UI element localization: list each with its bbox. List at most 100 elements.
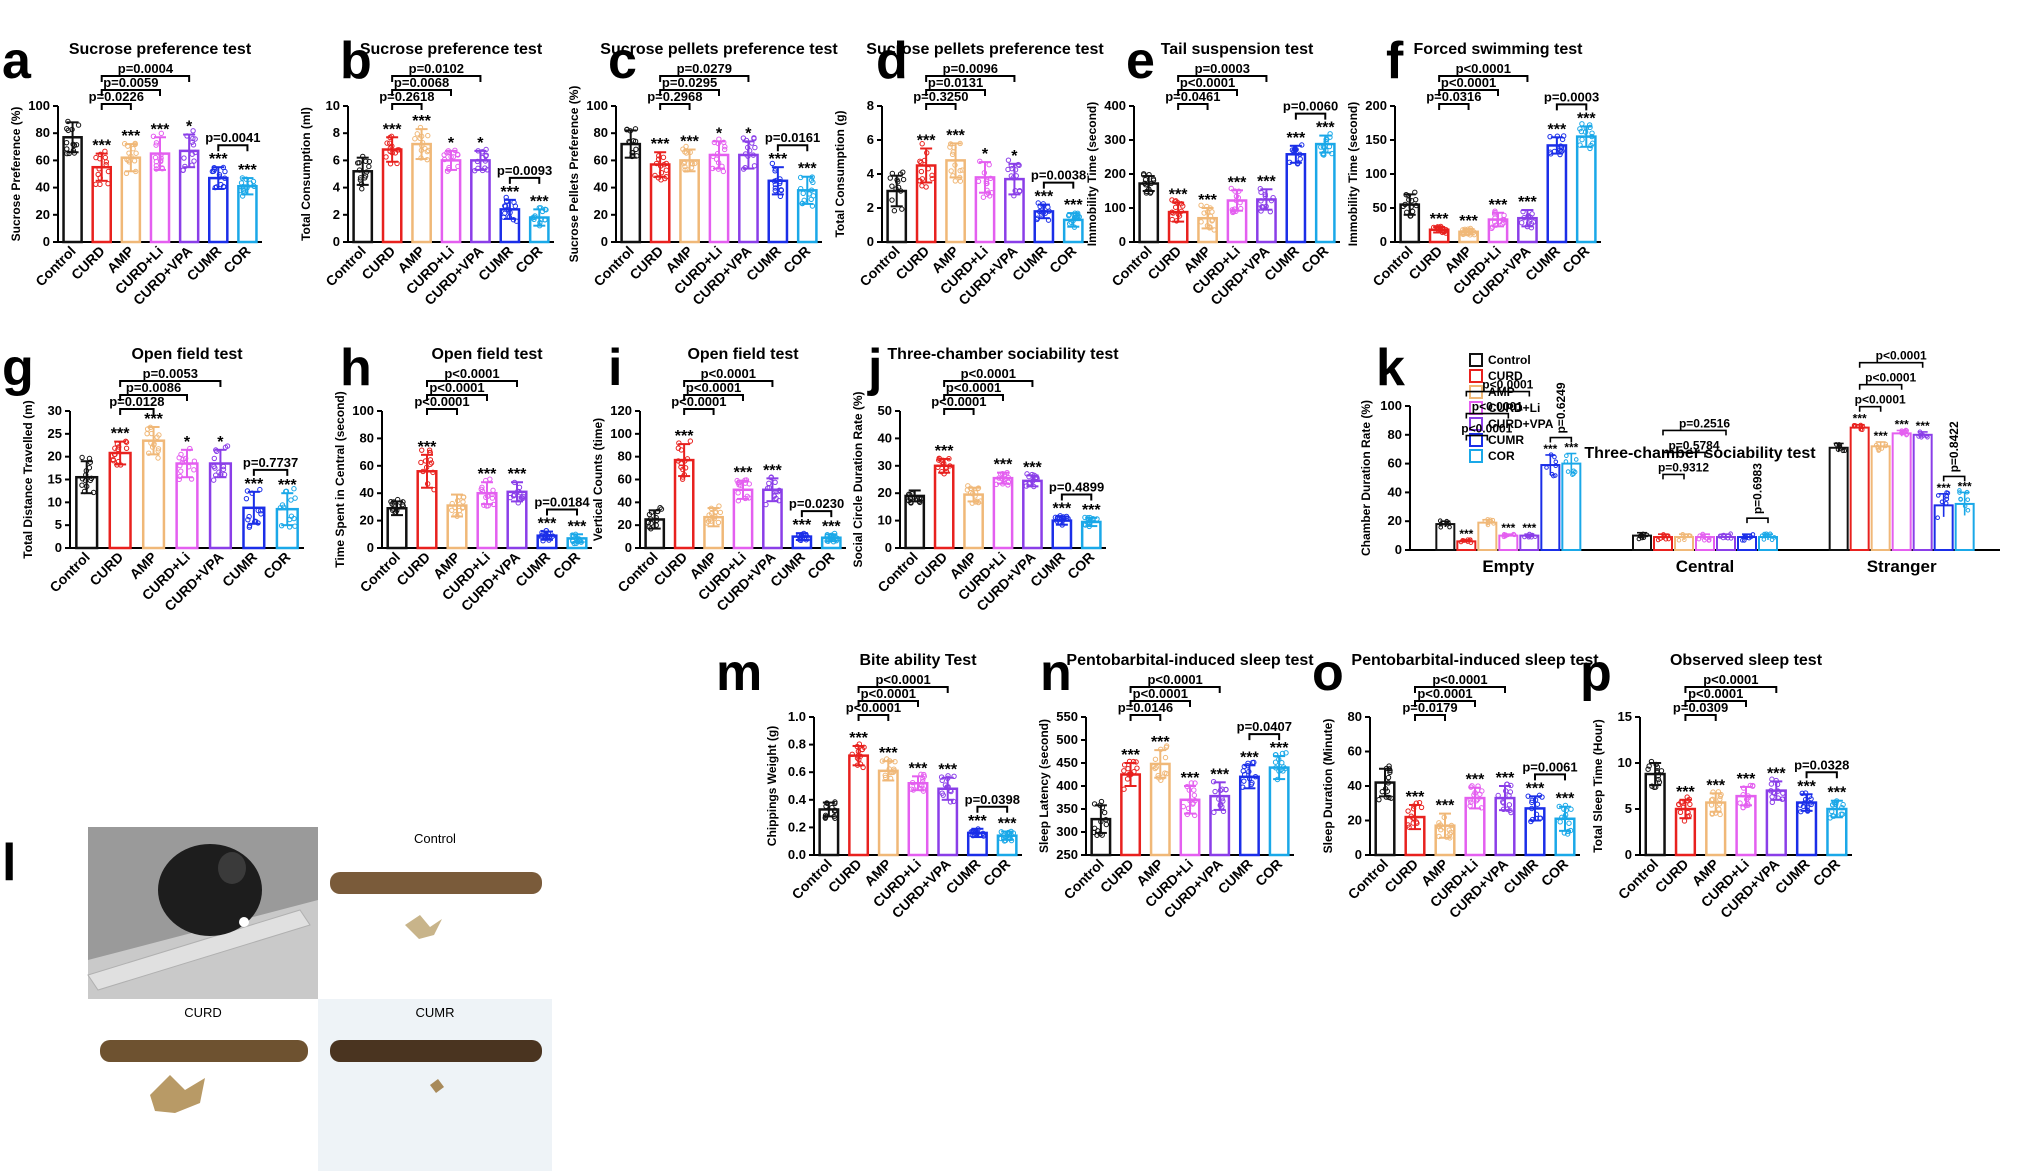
data-point [550,533,556,539]
chart-title: Sucrose preference test [360,41,543,58]
p-value-label: p<0.0001 [1417,686,1472,701]
significance-bracket [391,103,423,110]
data-point [1883,441,1889,447]
data-point [1001,838,1008,844]
bar-CURD+Li [1891,432,1912,551]
data-point [1387,769,1393,776]
x-tick-label: COR [1046,243,1079,276]
data-point [778,187,785,194]
data-point [153,142,159,148]
data-point [1240,784,1246,790]
bar-COR [1314,142,1336,244]
data-point [1958,497,1964,502]
p-value-label: p=0.9312 [1658,460,1709,474]
data-point [502,203,508,209]
significance-stars: *** [651,136,670,153]
data-point [156,432,162,438]
data-point [395,503,401,509]
data-point [676,440,682,446]
y-tick-label: 20 [1348,813,1362,828]
data-point [95,171,101,178]
significance-stars: *** [935,443,954,460]
data-point [155,448,161,454]
data-point [1172,198,1178,205]
p-value-label: p=0.0131 [928,75,983,90]
data-point [1169,209,1175,215]
legend-label: COR [1488,449,1515,463]
data-point [1697,533,1703,539]
significance-stars: *** [675,428,694,445]
data-point [1829,802,1836,808]
y-axis-label: Chamber Duration Rate (%) [1359,400,1373,556]
data-point [1832,801,1839,808]
significance-stars: *** [946,127,965,144]
significance-stars: * [1011,148,1018,165]
p-value-label: p=0.0407 [1237,719,1292,734]
y-tick-label: 350 [1056,801,1078,816]
significance-bracket [426,380,518,387]
p-value-label: p=0.0161 [765,130,820,145]
y-tick-label: 4 [333,180,341,195]
y-tick-label: 15 [1618,709,1632,724]
significance-stars: *** [1853,412,1867,426]
significance-bracket [1805,771,1838,779]
legend-swatch-COR [1469,449,1483,463]
x-tick-label: CURD [892,243,932,283]
data-point [65,127,71,134]
p-value-label: p<0.0001 [1482,378,1533,392]
data-point [769,160,776,167]
data-point [687,438,694,444]
data-point [419,447,425,453]
chart-title: Bite ability Test [859,652,977,669]
significance-bracket [426,394,488,401]
y-tick-label: 0 [43,234,50,249]
x-tick-label: CUMR [1500,856,1541,897]
data-point [1529,805,1535,812]
significance-bracket [100,103,132,110]
significance-stars: *** [144,411,163,428]
data-point [64,146,70,152]
data-point [1405,822,1411,828]
data-point [935,464,941,470]
data-point [706,512,712,518]
chart-panel-m: m Bite ability Test 0.0 0.2 0.4 0.6 0.8 1.0 Chip… [716,644,1022,921]
bar-CURD+Li [440,159,462,244]
data-point [634,153,640,159]
data-point [238,187,244,194]
data-point [460,504,466,510]
data-point [1577,142,1583,148]
chart-panel-j: j Three-chamber sociability test 0 10 20 30 40… [851,339,1119,614]
significance-stars: * [745,125,752,142]
y-tick-label: 4 [867,166,875,181]
chart-panel-f: f Forced swimming test 0 50 100 150 200 Immobil… [1346,32,1601,308]
significance-bracket [1060,493,1093,501]
data-point [1706,535,1712,541]
significance-stars: *** [1459,213,1478,230]
data-point [542,217,548,223]
data-point [1840,801,1846,808]
data-point [1553,459,1559,465]
x-tick-label: CURD [1144,243,1184,283]
significance-bracket [857,700,919,707]
data-point [646,511,653,518]
x-tick-label: COR [1252,856,1285,889]
significance-bracket [1414,700,1476,707]
x-tick-label: COR [220,243,253,276]
panel-label-c: c [608,32,637,90]
y-tick-label: 0 [1380,234,1387,249]
data-point [1212,788,1218,795]
y-tick-label: 0 [867,234,874,249]
significance-stars: *** [1706,777,1725,794]
p-value-label: p=0.0309 [1673,700,1728,715]
data-point [1163,770,1170,777]
data-point [746,481,752,487]
significance-stars: *** [1548,121,1567,138]
significance-stars: *** [1287,130,1306,147]
data-point [191,158,197,164]
chart-panel-k: k Three-chamber sociability test 0 20 40 60 80… [1359,339,2000,576]
p-value-label: p<0.0001 [1147,672,1202,687]
data-point [658,506,665,512]
x-tick-label: CURD [626,243,666,283]
x-tick-label: CURD [650,549,690,589]
